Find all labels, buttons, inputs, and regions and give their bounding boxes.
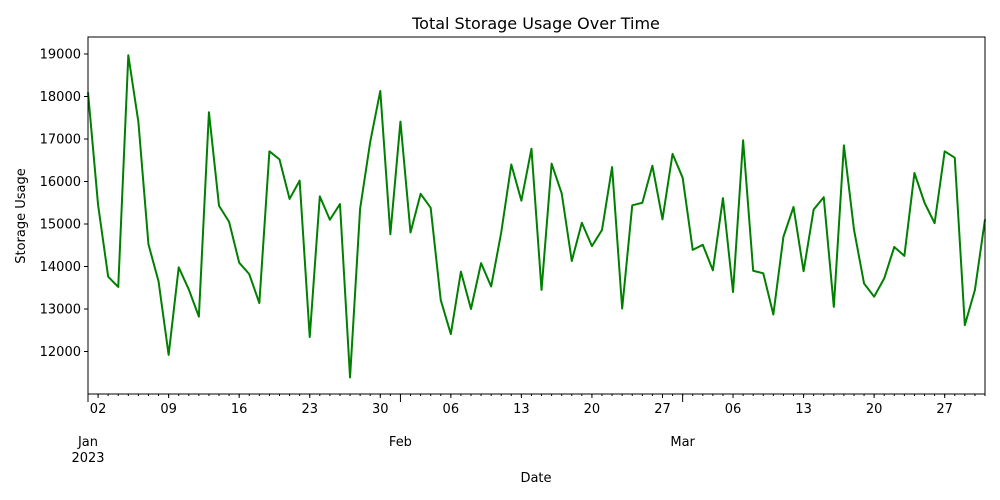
y-tick-label-7: 19000	[40, 48, 81, 63]
x-tick-label-0: 02	[90, 402, 107, 417]
x-axis-label: Date	[520, 471, 551, 486]
y-tick-label-6: 18000	[40, 90, 81, 105]
x-tick-label-12: 27	[936, 402, 953, 417]
y-tick-label-2: 14000	[40, 260, 81, 275]
y-tick-label-5: 17000	[40, 133, 81, 148]
year-label-0: 2023	[71, 451, 104, 466]
month-label-2: Mar	[670, 435, 695, 450]
chart-title: Total Storage Usage Over Time	[411, 14, 660, 33]
x-tick-label-1: 09	[160, 402, 177, 417]
x-tick-label-3: 23	[301, 402, 318, 417]
y-tick-label-3: 15000	[40, 218, 81, 233]
month-label-1: Feb	[389, 435, 412, 450]
y-tick-label-1: 13000	[40, 303, 81, 318]
x-tick-label-2: 16	[231, 402, 248, 417]
plot-frame	[87, 36, 986, 395]
y-axis-label: Storage Usage	[14, 168, 29, 264]
y-tick-label-4: 16000	[40, 175, 81, 190]
x-tick-label-9: 06	[725, 402, 742, 417]
x-tick-label-4: 30	[372, 402, 389, 417]
x-tick-label-6: 13	[513, 402, 530, 417]
y-tick-label-0: 12000	[40, 345, 81, 360]
plot-area: 12000 13000 14000 15000 16000 17000 18000 19000…	[40, 36, 986, 466]
x-tick-label-8: 27	[654, 402, 671, 417]
series-line-0	[87, 54, 986, 379]
month-label-0: Jan	[77, 435, 98, 450]
x-tick-label-5: 06	[443, 402, 460, 417]
x-tick-label-7: 20	[584, 402, 601, 417]
x-tick-label-10: 13	[795, 402, 812, 417]
x-tick-label-11: 20	[866, 402, 883, 417]
